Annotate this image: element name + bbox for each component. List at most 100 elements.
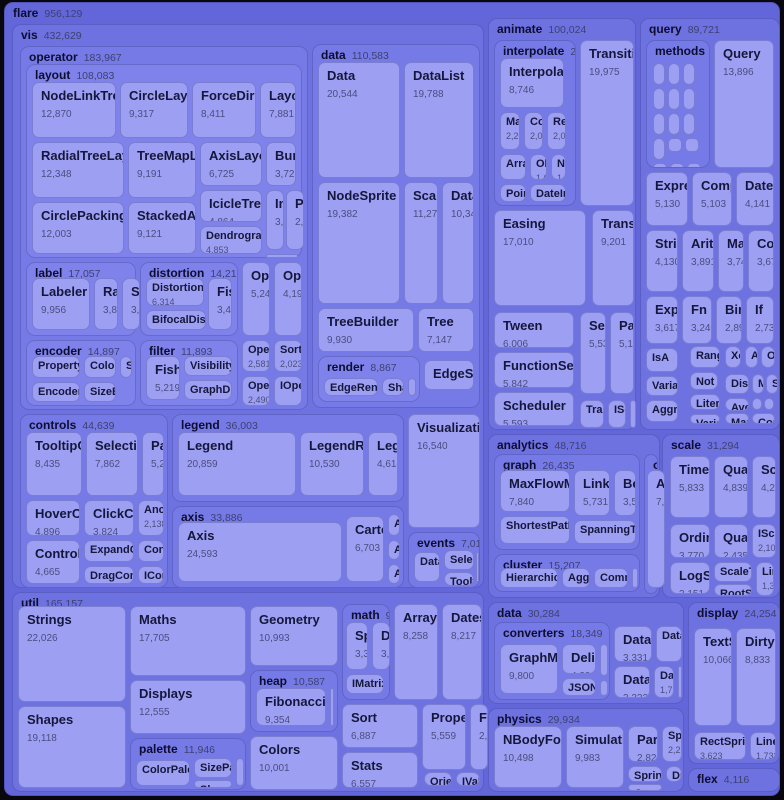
cell-fibonacciheap[interactable]: FibonacciHeap 9,354 (256, 688, 326, 726)
cell-jsonconverter[interactable]: JSONConverter (562, 678, 596, 696)
cell-graphdistancefilter[interactable]: GraphDistanceFilter (184, 380, 232, 400)
cell-sort[interactable]: Sort 6,887 (342, 704, 418, 748)
cell-variance[interactable]: Variance (646, 376, 678, 396)
cell-transitioner[interactable]: Transitioner 19,975 (580, 40, 634, 206)
cell-graphmlconverter[interactable]: GraphMLConverter 9,800 (500, 644, 558, 694)
cell-spring[interactable]: Spring 2,213 (662, 726, 682, 762)
cell-binaryexpression[interactable]: BinaryExpression 2,893 (716, 296, 742, 344)
cell-query[interactable]: Query 13,896 (714, 40, 774, 168)
cell-or[interactable]: Or (761, 346, 775, 368)
cell-colorpalette[interactable]: ColorPalette (136, 760, 190, 786)
cell-quantilescale[interactable]: QuantileScale 2,435 (714, 524, 748, 558)
cell-interpolator[interactable]: Interpolator 8,746 (500, 58, 564, 108)
cell-rectangleinterpolator[interactable]: RectangleInterpolator 2,042 (547, 112, 566, 150)
cell-radiallabeler[interactable]: RadialLabeler 3,899 (94, 278, 118, 330)
cell-visualization[interactable]: Visualization 16,540 (408, 414, 480, 528)
cell-operatorswitch[interactable]: OperatorSwitch 2,581 (242, 340, 270, 372)
cell-aggregateexpression[interactable]: AggregateExpression (646, 400, 678, 422)
cell-spanningtree[interactable]: SpanningTree (574, 520, 636, 544)
cell-operatorlist[interactable]: OperatorList 5,248 (242, 262, 270, 336)
cell-dataevent[interactable]: DataEvent (414, 552, 440, 582)
cell-ischedulable[interactable]: ISchedulable (608, 400, 626, 428)
cell-shapes[interactable]: Shapes 19,118 (18, 706, 126, 788)
cell-shapeencoder[interactable]: ShapeEncoder (120, 356, 132, 378)
cell-particle[interactable]: Particle 2,822 (628, 726, 658, 762)
cell-agglomerativecluster[interactable]: AgglomerativeCluster (562, 568, 590, 588)
cell-selectioncontrol[interactable]: SelectionControl 7,862 (86, 432, 138, 496)
cell-dateutil[interactable]: DateUtil 4,141 (736, 172, 774, 226)
cell-maximum[interactable]: Maximum (725, 413, 749, 424)
cell-springforce[interactable]: SpringForce (628, 766, 662, 782)
group-methods[interactable]: methods14,326 (646, 40, 710, 168)
cell-legend[interactable]: Legend 20,859 (178, 432, 296, 496)
cell-axis[interactable]: Axis 24,593 (178, 522, 342, 582)
cell-ioperator[interactable]: IOperator (274, 376, 302, 406)
cell-not[interactable]: Not (690, 372, 718, 390)
cell-bundlededgerouter[interactable]: BundledEdgeRouter 3,727 (266, 142, 296, 186)
cell-maths[interactable]: Maths 17,705 (130, 606, 246, 676)
cell-dirtysprite[interactable]: DirtySprite 8,833 (736, 628, 776, 726)
cell-scale[interactable]: Scale 4,268 (752, 456, 776, 518)
cell-if[interactable]: If 2,732 (746, 296, 774, 344)
cell-shortestpaths[interactable]: ShortestPaths (500, 516, 570, 544)
cell-expressioniterator[interactable]: ExpressionIterator 3,617 (646, 296, 678, 344)
cell-edgesprite[interactable]: EdgeSprite (424, 360, 474, 390)
cell-communitystructure[interactable]: CommunityStructure (594, 568, 628, 588)
cell-stackedarealayout[interactable]: StackedAreaLayout 9,121 (128, 202, 196, 254)
cell-count[interactable]: Count (752, 413, 775, 424)
cell-range[interactable]: Range (690, 346, 720, 368)
cell-sequence[interactable]: Sequence 5,534 (580, 312, 606, 394)
cell-scalebinding[interactable]: ScaleBinding 11,275 (404, 182, 438, 304)
cell-dragforce[interactable]: DragForce (666, 766, 682, 782)
cell-comparison[interactable]: Comparison 5,103 (692, 172, 732, 226)
cell-sortoperator[interactable]: SortOperator 2,023 (274, 340, 302, 372)
cell-datalist[interactable]: DataList 19,788 (404, 62, 474, 178)
cell-axes[interactable]: Axes (388, 514, 400, 536)
cell-isa[interactable]: IsA (646, 348, 678, 372)
cell-dateinterpolator[interactable]: DateInterpolator (530, 184, 566, 202)
cell-ivalueproxy[interactable]: IValueProxy (456, 772, 480, 786)
cell-axislayout[interactable]: AxisLayout 6,725 (200, 142, 262, 186)
cell-hovercontrol[interactable]: HoverControl 4,896 (26, 500, 80, 536)
cell-selectionevent[interactable]: SelectionEvent (444, 550, 474, 570)
cell-average[interactable]: Average (725, 398, 749, 411)
cell-icicletreelayout[interactable]: IcicleTreeLayout 4,864 (200, 190, 262, 222)
cell-dates[interactable]: Dates 8,217 (442, 604, 482, 700)
cell-arithmetic[interactable]: Arithmetic 3,891 (682, 230, 714, 292)
cell-variable[interactable]: Variable (690, 414, 720, 424)
cell-bifocaldistortion[interactable]: BifocalDistortion (146, 310, 206, 330)
cell-orientation[interactable]: Orientation (424, 772, 452, 786)
cell-transitionevent[interactable]: TransitionEvent (580, 400, 604, 428)
cell-aspectratiobanker[interactable]: AspectRatioBanker7,074 (647, 470, 665, 588)
cell-betweennesscentrality[interactable]: BetweennessCentrality 3,534 (614, 470, 636, 516)
cell-radialtreelayout[interactable]: RadialTreeLayout 12,348 (32, 142, 124, 198)
group-flex[interactable]: flex 4,116 (688, 768, 780, 792)
cell-gravityforce[interactable]: GravityForce (628, 784, 662, 791)
cell-control[interactable]: Control (138, 540, 164, 562)
cell-fn[interactable]: Fn 3,240 (682, 296, 712, 344)
cell-treebuilder[interactable]: TreeBuilder 9,930 (318, 308, 414, 352)
cell-dragcontrol[interactable]: DragControl (84, 566, 134, 584)
cell-expandcontrol[interactable]: ExpandControl (84, 540, 134, 562)
cell-nodesprite[interactable]: NodeSprite 19,382 (318, 182, 400, 304)
cell-labeler[interactable]: Labeler 9,956 (32, 278, 90, 330)
cell-linesprite[interactable]: LineSprite 1,732 (750, 732, 776, 760)
cell-treemaplayout[interactable]: TreeMapLayout 9,191 (128, 142, 196, 198)
cell-logscale[interactable]: LogScale 3,151 (670, 562, 710, 594)
cell-fisheyetreefilter[interactable]: FisheyeTreeFilter 5,219 (146, 356, 180, 400)
cell-tooltipcontrol[interactable]: TooltipControl 8,435 (26, 432, 82, 496)
cell-tree[interactable]: Tree 7,147 (418, 308, 474, 352)
cell-expression[interactable]: Expression 5,130 (646, 172, 688, 226)
cell-hierarchicalcluster[interactable]: HierarchicalCluster (500, 568, 558, 588)
cell-densematrix[interactable]: DenseMatrix3,165 (372, 622, 390, 670)
cell-functionsequence[interactable]: FunctionSequence 5,842 (494, 352, 574, 388)
cell-arrays[interactable]: Arrays 8,258 (394, 604, 438, 700)
cell-minimum[interactable]: Minimum (752, 374, 764, 394)
cell-compositeexpression[interactable]: CompositeExpression 3,677 (748, 230, 774, 292)
cell-textsprite[interactable]: TextSprite 10,066 (694, 628, 732, 726)
cell-edgerenderer[interactable]: EdgeRenderer (324, 378, 378, 396)
cell-datautil[interactable]: DataUtil 3,322 (614, 666, 650, 698)
cell-simulation[interactable]: Simulation 9,983 (566, 726, 624, 788)
cell-data[interactable]: Data 20,544 (318, 62, 400, 178)
cell-visibilityfilter[interactable]: VisibilityFilter (184, 356, 232, 376)
